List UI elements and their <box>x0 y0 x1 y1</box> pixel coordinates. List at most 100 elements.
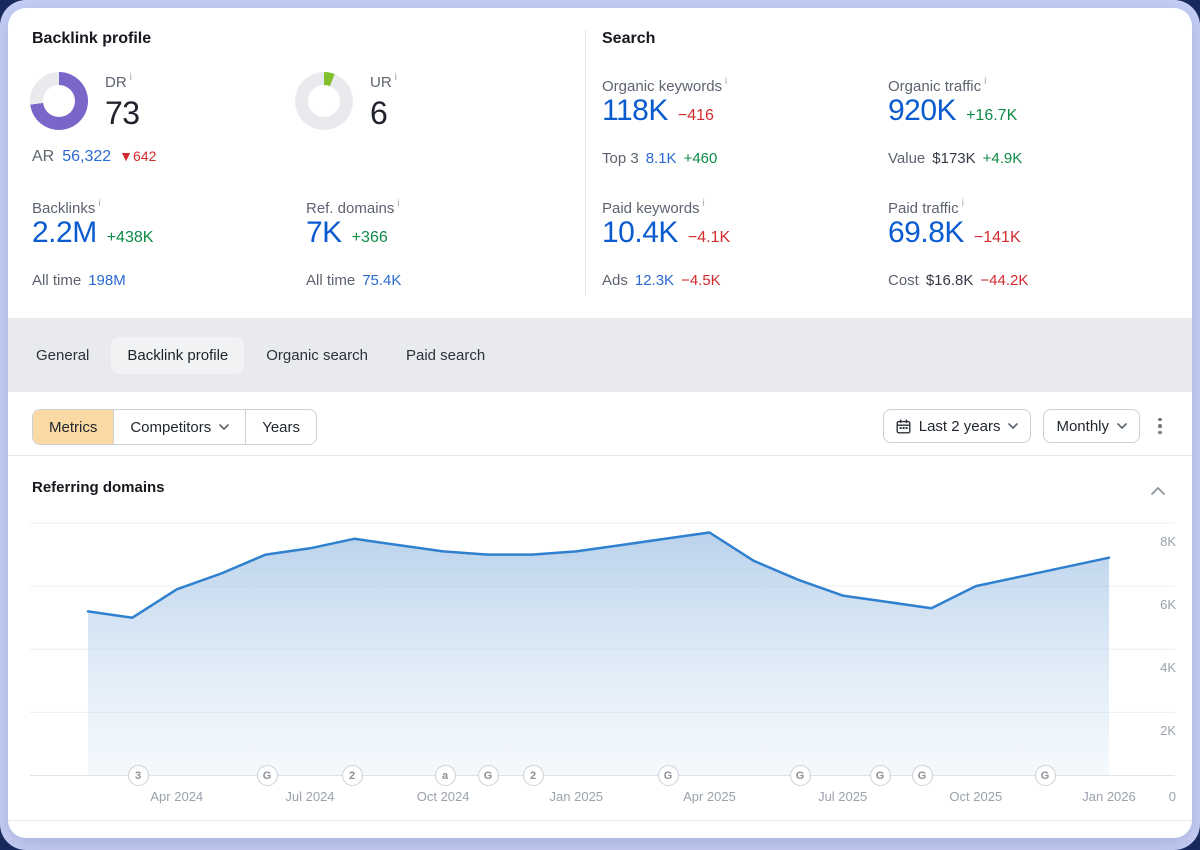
ref-domains-sub-value[interactable]: 75.4K <box>362 272 402 289</box>
tab-organic-search[interactable]: Organic search <box>266 346 368 364</box>
info-icon[interactable]: i <box>394 72 397 83</box>
ar-label: AR <box>32 148 55 165</box>
ar-row: AR 56,322 ▼642 <box>32 148 156 166</box>
ar-delta: ▼642 <box>119 148 157 164</box>
granularity-label: Monthly <box>1056 417 1109 435</box>
granularity-button[interactable]: Monthly <box>1043 409 1140 443</box>
value-delta: +4.9K <box>982 150 1023 167</box>
axis-event-marker[interactable]: G <box>477 765 499 786</box>
overview-card: Backlink profile DR i 73 AR 56,322 ▼642 U… <box>8 8 1192 838</box>
referring-domains-chart[interactable]: 8K 6K 4K 2K Apr 2024 Jul 2024 Oct 2024 Jan 2025… <box>8 508 1192 820</box>
chevron-down-icon <box>1008 423 1019 429</box>
paid-traffic-block: Paid traffic i 69.8K −141K Cost $16.8K −4… <box>888 198 1160 300</box>
tab-paid-search[interactable]: Paid search <box>405 346 486 364</box>
competitors-label: Competitors <box>130 418 212 436</box>
x-axis-label: Oct 2024 <box>416 789 470 804</box>
value-label: Value <box>888 150 926 167</box>
backlink-profile-section-title: Backlink profile <box>32 30 152 47</box>
backlinks-value[interactable]: 2.2M <box>32 216 97 249</box>
date-range-label: Last 2 years <box>918 417 1001 435</box>
x-axis-label: Jan 2025 <box>549 789 604 804</box>
view-mode-group: Metrics Competitors Years <box>32 409 318 445</box>
top3-delta: +460 <box>683 150 718 167</box>
dr-widget: DR i 73 <box>30 72 140 131</box>
ref-domains-delta: +366 <box>351 229 388 246</box>
axis-event-marker[interactable]: a <box>434 765 456 786</box>
dr-label: DR <box>105 74 127 91</box>
axis-event-marker[interactable]: G <box>1034 765 1056 786</box>
paid-keywords-value[interactable]: 10.4K <box>602 216 678 249</box>
chevron-down-icon <box>219 424 230 430</box>
ads-value[interactable]: 12.3K <box>634 272 675 289</box>
ref-domains-block: Ref. domains i 7K +366 All time 75.4K <box>306 198 578 300</box>
axis-event-marker[interactable]: 2 <box>341 765 363 786</box>
top3-value[interactable]: 8.1K <box>645 150 677 167</box>
chart-area-fill <box>88 532 1109 776</box>
organic-keywords-delta: −416 <box>677 107 714 124</box>
organic-traffic-block: Organic traffic i 920K +16.7K Value $173K… <box>888 76 1160 178</box>
info-icon[interactable]: i <box>98 198 101 209</box>
y-axis-label: 6K <box>1160 597 1176 613</box>
ar-value[interactable]: 56,322 <box>62 148 112 165</box>
backlinks-sub-value[interactable]: 198M <box>88 272 126 289</box>
backlinks-delta: +438K <box>106 229 154 246</box>
organic-traffic-value[interactable]: 920K <box>888 94 957 127</box>
competitors-segment[interactable]: Competitors <box>113 410 245 444</box>
axis-event-marker[interactable]: G <box>911 765 933 786</box>
collapse-section-button[interactable] <box>1150 484 1166 496</box>
x-axis-label: Jul 2024 <box>285 789 335 804</box>
info-icon[interactable]: i <box>725 76 728 87</box>
date-range-button[interactable]: Last 2 years <box>882 409 1032 443</box>
tab-backlink-profile[interactable]: Backlink profile <box>111 336 245 374</box>
ads-delta: −4.5K <box>681 272 721 289</box>
x-axis-label: Jan 2026 <box>1082 789 1136 804</box>
ur-donut <box>295 72 353 130</box>
top3-label: Top 3 <box>602 150 639 167</box>
paid-keywords-delta: −4.1K <box>687 229 731 246</box>
backlinks-block: Backlinks i 2.2M +438K All time 198M <box>32 198 304 300</box>
ref-domains-label: Ref. domains <box>306 200 395 217</box>
info-icon[interactable]: i <box>702 198 705 209</box>
backlinks-sub-label: All time <box>32 272 82 289</box>
y-axis-label: 8K <box>1160 534 1176 550</box>
stats-divider <box>585 30 586 296</box>
calendar-icon <box>896 419 911 433</box>
divider <box>8 455 1192 456</box>
x-axis-label: Jul 2025 <box>818 789 868 804</box>
y-axis-label: 2K <box>1160 723 1176 739</box>
info-icon[interactable]: i <box>961 198 964 209</box>
organic-keywords-value[interactable]: 118K <box>602 94 668 127</box>
x-axis-label: Apr 2025 <box>683 789 736 804</box>
years-segment[interactable]: Years <box>245 410 316 444</box>
axis-event-marker[interactable]: G <box>789 765 811 786</box>
chevron-down-icon <box>1117 423 1127 429</box>
ref-domains-value[interactable]: 7K <box>306 216 342 249</box>
metrics-segment[interactable]: Metrics <box>33 410 114 444</box>
axis-event-marker[interactable]: 2 <box>522 765 544 786</box>
paid-keywords-block: Paid keywords i 10.4K −4.1K Ads 12.3K −4.… <box>602 198 874 300</box>
ur-widget: UR i 6 <box>295 72 397 131</box>
cost-label: Cost <box>888 272 919 289</box>
chart-title: Referring domains <box>32 479 165 496</box>
axis-event-marker[interactable]: G <box>256 765 278 786</box>
paid-traffic-value[interactable]: 69.8K <box>888 216 964 249</box>
info-icon[interactable]: i <box>129 72 132 83</box>
organic-keywords-block: Organic keywords i 118K −416 Top 3 8.1K +… <box>602 76 874 178</box>
axis-event-marker[interactable]: 3 <box>127 765 149 786</box>
tab-general[interactable]: General <box>36 346 90 364</box>
paid-traffic-label: Paid traffic <box>888 200 959 217</box>
info-icon[interactable]: i <box>397 198 400 209</box>
axis-event-marker[interactable]: G <box>657 765 679 786</box>
divider <box>8 820 1192 821</box>
y-axis-zero-label: 0 <box>1168 789 1176 804</box>
dr-value: 73 <box>105 95 140 131</box>
ads-label: Ads <box>602 272 628 289</box>
info-icon[interactable]: i <box>984 76 987 87</box>
backlinks-label: Backlinks <box>32 200 96 217</box>
axis-event-marker[interactable]: G <box>869 765 891 786</box>
ur-label: UR <box>370 74 392 91</box>
value-amount: $173K <box>932 150 976 167</box>
organic-traffic-label: Organic traffic <box>888 78 982 95</box>
more-options-button[interactable] <box>1152 409 1168 443</box>
dr-donut <box>30 72 88 130</box>
